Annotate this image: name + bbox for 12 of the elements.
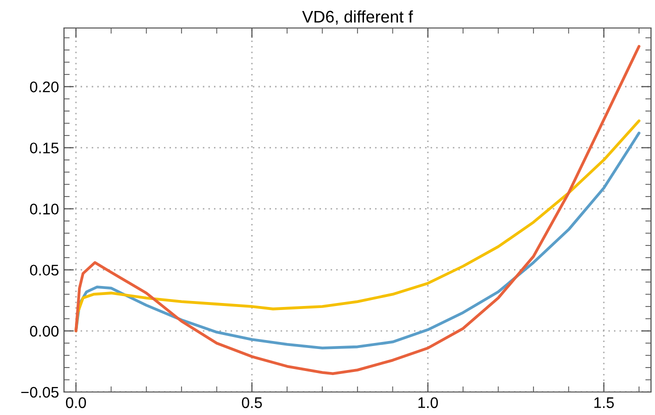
x-tick-label: 0.5 — [242, 397, 262, 408]
y-tick-label: 0.10 — [30, 204, 59, 214]
y-tick-label: 0.20 — [30, 82, 59, 92]
x-tick-label: 1.0 — [418, 397, 438, 408]
y-tick-label: 0.05 — [30, 264, 58, 276]
line-series — [74, 44, 640, 376]
y-tick-label: 0.00 — [30, 326, 59, 337]
y-tick-label: −0.05 — [21, 386, 58, 398]
y-tick-label: 0.15 — [30, 142, 58, 154]
chart-title: VD6, different f — [302, 10, 413, 25]
x-tick-label: 1.5 — [594, 397, 614, 408]
x-tick-label: 0.0 — [66, 397, 86, 408]
